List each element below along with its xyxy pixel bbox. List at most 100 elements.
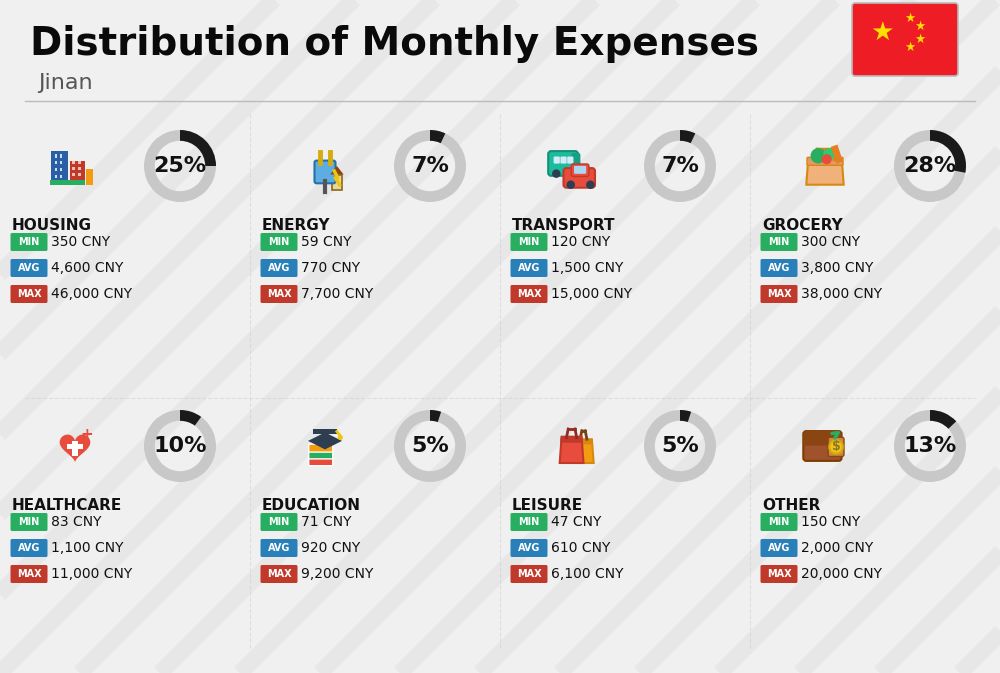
Text: AVG: AVG xyxy=(518,543,540,553)
Text: ★: ★ xyxy=(870,20,894,46)
FancyBboxPatch shape xyxy=(309,458,333,466)
Text: MIN: MIN xyxy=(18,237,40,247)
FancyBboxPatch shape xyxy=(511,565,548,583)
Text: 15,000 CNY: 15,000 CNY xyxy=(551,287,632,301)
FancyBboxPatch shape xyxy=(260,539,298,557)
Wedge shape xyxy=(644,410,716,482)
FancyBboxPatch shape xyxy=(60,154,62,157)
Text: MAX: MAX xyxy=(767,569,791,579)
Wedge shape xyxy=(394,130,466,202)
Text: $: $ xyxy=(832,440,840,454)
Text: MAX: MAX xyxy=(517,569,541,579)
FancyBboxPatch shape xyxy=(761,233,798,251)
Text: 47 CNY: 47 CNY xyxy=(551,515,601,529)
Text: 5%: 5% xyxy=(661,436,699,456)
Text: Jinan: Jinan xyxy=(38,73,93,93)
FancyBboxPatch shape xyxy=(548,151,578,176)
FancyBboxPatch shape xyxy=(554,157,560,164)
FancyBboxPatch shape xyxy=(761,539,798,557)
Wedge shape xyxy=(144,410,216,482)
Polygon shape xyxy=(308,432,342,450)
Polygon shape xyxy=(560,439,584,463)
Text: AVG: AVG xyxy=(268,263,290,273)
Polygon shape xyxy=(575,441,594,463)
Text: OTHER: OTHER xyxy=(762,498,820,513)
FancyBboxPatch shape xyxy=(314,161,336,183)
Circle shape xyxy=(811,148,826,164)
Polygon shape xyxy=(332,174,342,190)
FancyBboxPatch shape xyxy=(78,173,81,176)
Text: 83 CNY: 83 CNY xyxy=(51,515,102,529)
Wedge shape xyxy=(180,130,216,166)
FancyBboxPatch shape xyxy=(60,161,62,164)
FancyBboxPatch shape xyxy=(67,444,83,450)
Text: Distribution of Monthly Expenses: Distribution of Monthly Expenses xyxy=(30,25,759,63)
FancyBboxPatch shape xyxy=(260,565,298,583)
Text: +: + xyxy=(81,427,93,441)
Text: 28%: 28% xyxy=(903,156,957,176)
Text: 120 CNY: 120 CNY xyxy=(551,235,610,249)
Text: GROCERY: GROCERY xyxy=(762,218,843,233)
FancyBboxPatch shape xyxy=(260,513,298,531)
FancyBboxPatch shape xyxy=(260,285,298,303)
Circle shape xyxy=(338,435,343,440)
Circle shape xyxy=(823,148,835,160)
Text: MAX: MAX xyxy=(267,569,291,579)
FancyBboxPatch shape xyxy=(10,259,48,277)
FancyBboxPatch shape xyxy=(55,161,57,164)
FancyBboxPatch shape xyxy=(72,173,75,176)
FancyBboxPatch shape xyxy=(260,233,298,251)
Wedge shape xyxy=(430,410,441,422)
Text: 2,000 CNY: 2,000 CNY xyxy=(801,541,873,555)
FancyBboxPatch shape xyxy=(761,285,798,303)
Text: MIN: MIN xyxy=(268,237,290,247)
FancyBboxPatch shape xyxy=(761,565,798,583)
FancyBboxPatch shape xyxy=(576,438,593,444)
FancyBboxPatch shape xyxy=(78,167,81,170)
Wedge shape xyxy=(180,410,201,425)
Circle shape xyxy=(829,440,843,454)
Polygon shape xyxy=(806,162,844,184)
FancyBboxPatch shape xyxy=(567,157,573,164)
Circle shape xyxy=(566,180,575,189)
Text: ★: ★ xyxy=(914,20,926,32)
Text: MAX: MAX xyxy=(517,289,541,299)
FancyBboxPatch shape xyxy=(560,157,567,164)
Polygon shape xyxy=(60,435,90,462)
Text: MIN: MIN xyxy=(518,517,540,527)
Text: MIN: MIN xyxy=(768,517,790,527)
Wedge shape xyxy=(394,410,466,482)
FancyBboxPatch shape xyxy=(86,170,93,184)
FancyBboxPatch shape xyxy=(803,431,842,461)
Text: HOUSING: HOUSING xyxy=(12,218,92,233)
FancyBboxPatch shape xyxy=(78,161,81,164)
Wedge shape xyxy=(894,130,966,202)
FancyBboxPatch shape xyxy=(55,174,57,178)
Text: AVG: AVG xyxy=(768,263,790,273)
FancyBboxPatch shape xyxy=(511,513,548,531)
Text: 20,000 CNY: 20,000 CNY xyxy=(801,567,882,581)
Text: 10%: 10% xyxy=(153,436,207,456)
Text: MAX: MAX xyxy=(17,289,41,299)
FancyBboxPatch shape xyxy=(511,233,548,251)
FancyBboxPatch shape xyxy=(803,431,842,446)
Text: 13%: 13% xyxy=(903,436,957,456)
Wedge shape xyxy=(930,130,966,173)
Text: 11,000 CNY: 11,000 CNY xyxy=(51,567,132,581)
FancyBboxPatch shape xyxy=(51,151,68,184)
Text: MIN: MIN xyxy=(518,237,540,247)
Wedge shape xyxy=(930,410,956,429)
Text: 71 CNY: 71 CNY xyxy=(301,515,352,529)
Wedge shape xyxy=(430,130,445,143)
FancyBboxPatch shape xyxy=(72,167,75,170)
FancyBboxPatch shape xyxy=(761,259,798,277)
FancyBboxPatch shape xyxy=(309,451,333,459)
Text: 9,200 CNY: 9,200 CNY xyxy=(301,567,373,581)
Text: 25%: 25% xyxy=(153,156,207,176)
Wedge shape xyxy=(644,130,716,202)
FancyBboxPatch shape xyxy=(60,174,62,178)
Text: 6,100 CNY: 6,100 CNY xyxy=(551,567,624,581)
FancyBboxPatch shape xyxy=(511,259,548,277)
FancyBboxPatch shape xyxy=(10,233,48,251)
FancyBboxPatch shape xyxy=(828,437,844,456)
